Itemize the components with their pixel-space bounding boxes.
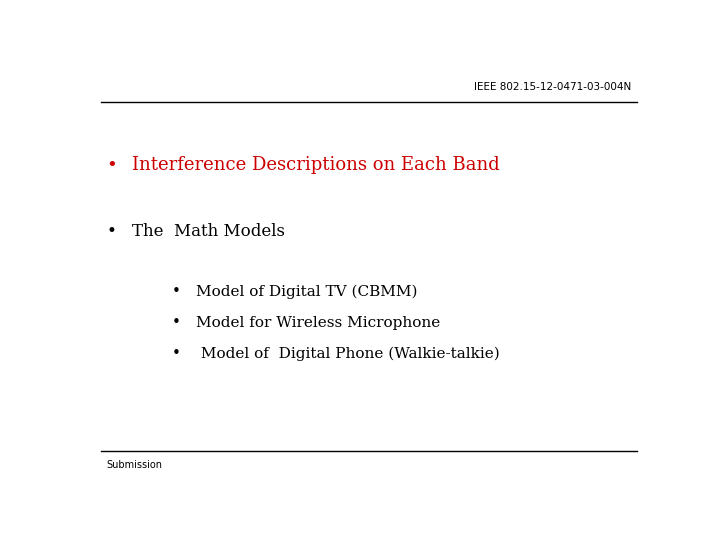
Text: IEEE 802.15-12-0471-03-004N: IEEE 802.15-12-0471-03-004N	[474, 82, 631, 92]
Text: •: •	[107, 222, 116, 240]
Text: •: •	[172, 315, 181, 330]
Text: •: •	[106, 156, 117, 173]
Text: •: •	[172, 346, 181, 361]
Text: Model of  Digital Phone (Walkie-talkie): Model of Digital Phone (Walkie-talkie)	[196, 347, 500, 361]
Text: The  Math Models: The Math Models	[132, 222, 285, 240]
Text: •: •	[172, 284, 181, 299]
Text: Model of Digital TV (CBMM): Model of Digital TV (CBMM)	[196, 284, 418, 299]
Text: Interference Descriptions on Each Band: Interference Descriptions on Each Band	[132, 156, 500, 173]
Text: Submission: Submission	[107, 460, 163, 470]
Text: Model for Wireless Microphone: Model for Wireless Microphone	[196, 315, 440, 329]
